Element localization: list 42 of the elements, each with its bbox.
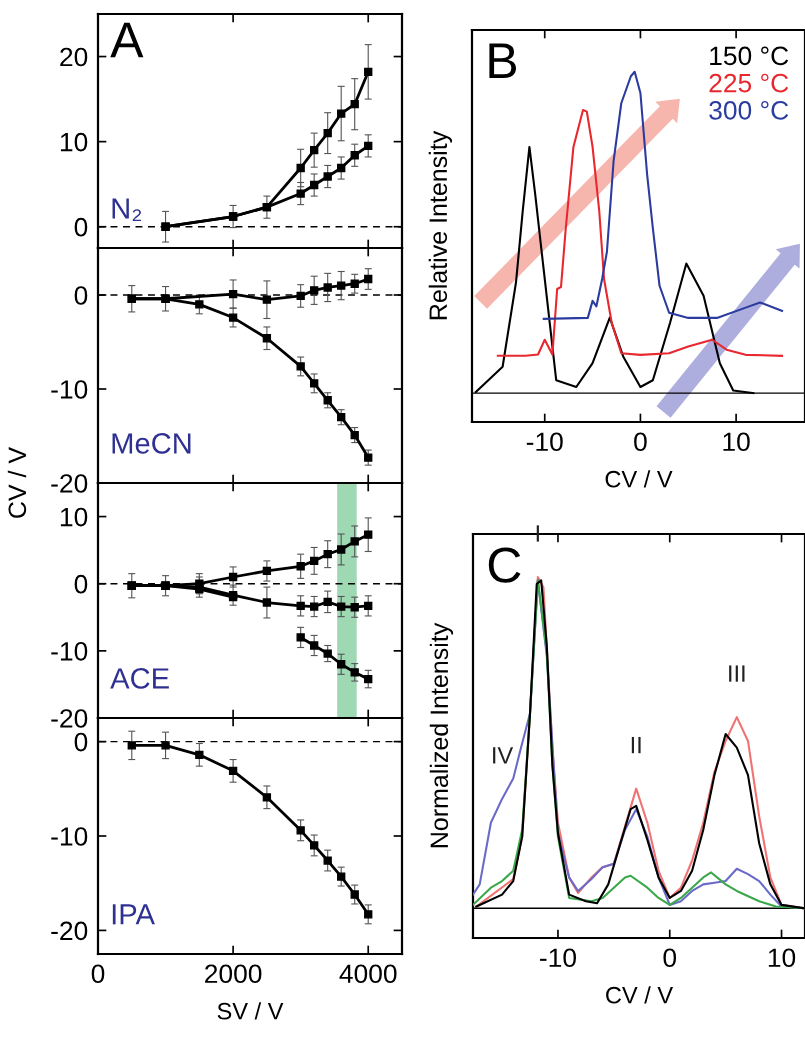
y-axis-title: Normalized Intensity: [429, 622, 454, 848]
annotation: IPA: [112, 904, 155, 925]
annotation: I: [536, 525, 539, 542]
chart-title: B: [489, 43, 517, 78]
y-tick-label: 10: [60, 507, 88, 527]
x-tick-label: 0: [663, 948, 677, 968]
chart-title: A: [110, 22, 144, 58]
y-tick-label: 20: [60, 47, 88, 67]
y-axis-title: Relative Intensity: [428, 130, 453, 320]
y-tick-label: -20: [51, 921, 88, 941]
y-axis-title: CV / V: [7, 446, 27, 518]
y-tick-label: -20: [51, 474, 88, 493]
legend-label: 150 °C: [710, 46, 789, 66]
x-tick-label: 0: [91, 964, 105, 984]
y-tick-label: 10: [60, 132, 88, 152]
text: 225 °C: [709, 73, 789, 93]
y-tick-label: -10: [51, 380, 88, 399]
text: 300 °C: [709, 101, 789, 120]
x-tick-label: 4000: [339, 964, 397, 984]
annotation: N₂: [112, 198, 142, 222]
annotation: ACE: [110, 668, 169, 689]
y-tick-label: 0: [74, 217, 88, 237]
y-tick-label: -10: [51, 641, 88, 661]
y-tick-label: 0: [74, 732, 88, 752]
x-axis-title: CV / V: [606, 986, 674, 1004]
x-tick-label: 2000: [205, 964, 262, 984]
y-tick-label: 0: [74, 574, 88, 594]
x-tick-label: -10: [526, 432, 563, 452]
x-tick-label: 0: [634, 432, 647, 452]
annotation: MeCN: [112, 433, 191, 454]
y-tick-label: 0: [74, 286, 88, 305]
x-tick-label: 10: [723, 432, 750, 452]
y-tick-label: -10: [51, 827, 88, 846]
x-tick-label: -10: [540, 948, 576, 968]
x-tick-label: 10: [768, 948, 796, 968]
x-axis-title: CV / V: [605, 470, 673, 488]
chart-title: C: [488, 547, 521, 583]
y-tick-label: -20: [51, 709, 88, 728]
annotation: III: [729, 665, 745, 682]
annotation: II: [631, 736, 641, 754]
annotation: IV: [493, 747, 514, 764]
x-axis-title: SV / V: [217, 1002, 284, 1020]
